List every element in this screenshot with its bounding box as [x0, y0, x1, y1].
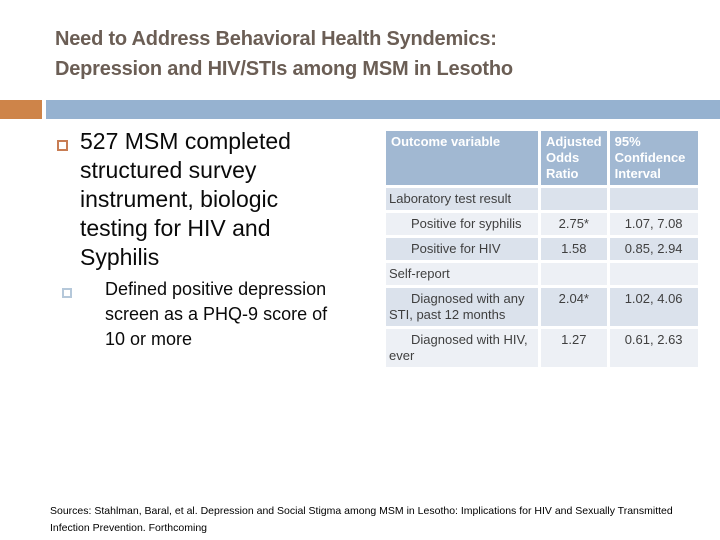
- slide-title-line-2: Depression and HIV/STIs among MSM in Les…: [55, 58, 513, 80]
- source-citation: Sources: Stahlman, Baral, et al. Depress…: [50, 503, 710, 537]
- table-cell-aor: 1.27: [541, 329, 607, 367]
- source-citation-line-2: Infection Prevention. Forthcoming: [50, 522, 207, 534]
- table-cell-ci: 1.02, 4.06: [609, 288, 698, 326]
- table-row: Positive for HIV 1.58 0.85, 2.94: [386, 238, 698, 260]
- bullet-item-main: 527 MSM completed structured survey inst…: [80, 128, 291, 270]
- table-cell-ci: 0.61, 2.63: [609, 329, 698, 367]
- table-header-confidence-interval: 95% Confidence Interval: [609, 131, 698, 185]
- slide-title-line-1: Need to Address Behavioral Health Syndem…: [55, 28, 497, 50]
- table-header: Outcome variable Adjusted Odds Ratio 95%…: [386, 131, 698, 185]
- table-cell-aor: [541, 188, 607, 210]
- table-cell-aor: 1.58: [541, 238, 607, 260]
- table-row: Laboratory test result: [386, 188, 698, 210]
- table-cell-aor: 2.75*: [541, 213, 607, 235]
- accent-orange-block: [0, 100, 42, 119]
- table-body: Laboratory test result Positive for syphi…: [386, 188, 698, 367]
- table-cell-aor: 2.04*: [541, 288, 607, 326]
- accent-blue-bar: [46, 100, 720, 119]
- table-cell-label: Diagnosed with HIV, ever: [386, 329, 538, 367]
- table-header-outcome-variable: Outcome variable: [386, 131, 538, 185]
- table-header-adjusted-odds-ratio: Adjusted Odds Ratio: [541, 131, 607, 185]
- table-row: Diagnosed with any STI, past 12 months 2.…: [386, 288, 698, 326]
- bullet-square-icon: [57, 140, 68, 151]
- table-cell-ci: 1.07, 7.08: [609, 213, 698, 235]
- source-citation-line-1: Sources: Stahlman, Baral, et al. Depress…: [50, 505, 673, 517]
- table-row: Self-report: [386, 263, 698, 285]
- table-cell-label: Positive for HIV: [386, 238, 538, 260]
- table-cell-aor: [541, 263, 607, 285]
- table-row: Positive for syphilis 2.75* 1.07, 7.08: [386, 213, 698, 235]
- table-row: Diagnosed with HIV, ever 1.27 0.61, 2.63: [386, 329, 698, 367]
- table-cell-ci: [609, 263, 698, 285]
- table-cell-label: Positive for syphilis: [386, 213, 538, 235]
- table-header-row: Outcome variable Adjusted Odds Ratio 95%…: [386, 131, 698, 185]
- table-cell-label: Laboratory test result: [386, 188, 538, 210]
- slide-title: Need to Address Behavioral Health Syndem…: [55, 24, 695, 84]
- sub-bullet-square-icon: [62, 288, 72, 298]
- odds-ratio-table: Outcome variable Adjusted Odds Ratio 95%…: [383, 128, 701, 370]
- table-cell-label: Self-report: [386, 263, 538, 285]
- table-cell-ci: [609, 188, 698, 210]
- table-cell-ci: 0.85, 2.94: [609, 238, 698, 260]
- bullet-item-sub: Defined positive depression screen as a …: [105, 279, 328, 349]
- table-cell-label: Diagnosed with any STI, past 12 months: [386, 288, 538, 326]
